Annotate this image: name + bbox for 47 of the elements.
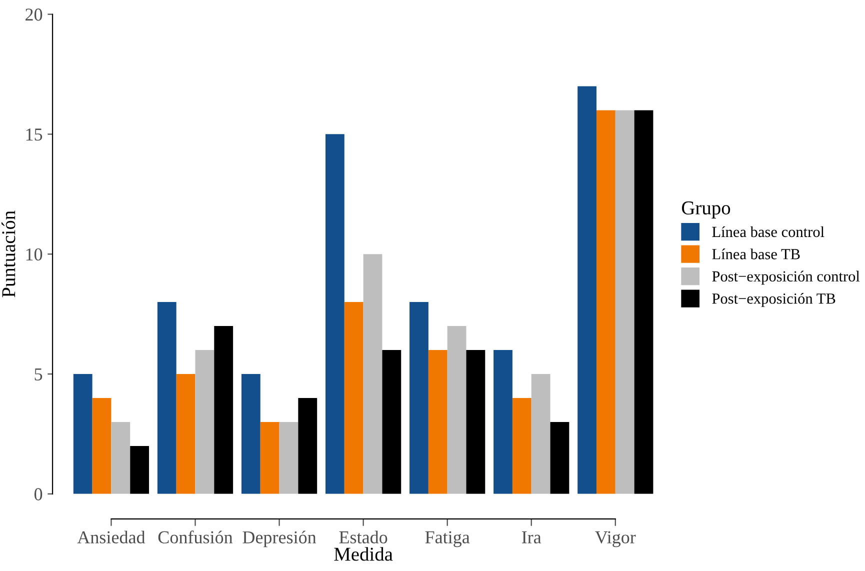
x-tick-label: Vigor (595, 531, 636, 548)
y-tick-label: 5 (34, 368, 42, 380)
bar (279, 422, 298, 494)
x-tick-label: Fatiga (425, 531, 470, 548)
bar (157, 302, 176, 494)
bar (344, 302, 364, 494)
bar (298, 398, 318, 494)
legend-label: Post−exposición control (712, 270, 860, 285)
x-tick-label: Ira (522, 531, 542, 544)
x-tick-label: Confusión (158, 530, 233, 544)
bar (325, 134, 344, 494)
legend-title: Grupo (682, 201, 730, 218)
legend-label: Post−exposición TB (712, 293, 836, 307)
bar (176, 374, 196, 494)
bar (428, 350, 448, 494)
bar (92, 398, 112, 494)
bar (447, 326, 466, 494)
bar (195, 350, 214, 494)
x-axis-title: Medida (334, 547, 393, 561)
y-tick-label: 20 (26, 8, 42, 21)
y-tick-label: 15 (26, 128, 42, 141)
bar (382, 350, 402, 494)
x-tick-label: Ansiedad (77, 530, 146, 544)
bar (596, 110, 616, 494)
bar (531, 374, 550, 494)
y-tick-label: 0 (34, 488, 42, 500)
legend-label: Línea base control (712, 226, 824, 238)
bar (260, 422, 280, 494)
bar (73, 374, 92, 494)
bar (634, 110, 654, 494)
legend-label: Línea base TB (712, 248, 800, 260)
bar (410, 302, 428, 494)
bar (241, 374, 260, 494)
y-tick-label: 10 (26, 248, 42, 261)
bar (578, 86, 596, 494)
bar (111, 422, 130, 494)
y-axis-title: Puntuación (2, 210, 16, 298)
bar (494, 350, 512, 494)
bar (615, 110, 634, 494)
bar (130, 446, 150, 494)
x-tick-label: Depresión (242, 530, 316, 548)
bar (512, 398, 532, 494)
bar (363, 254, 382, 494)
x-tick-label: Estado (339, 530, 388, 544)
bar (466, 350, 486, 494)
bar (214, 326, 234, 494)
bar (550, 422, 570, 494)
